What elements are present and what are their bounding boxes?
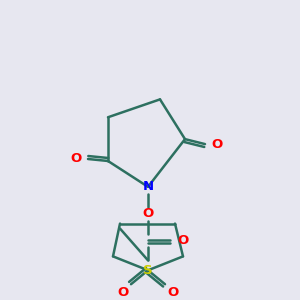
Text: O: O	[117, 286, 129, 299]
Text: O: O	[70, 152, 82, 166]
Text: N: N	[142, 180, 154, 193]
Text: S: S	[143, 264, 153, 277]
Text: O: O	[167, 286, 178, 299]
Text: O: O	[142, 207, 154, 220]
Text: O: O	[177, 234, 189, 247]
Text: O: O	[212, 138, 223, 151]
